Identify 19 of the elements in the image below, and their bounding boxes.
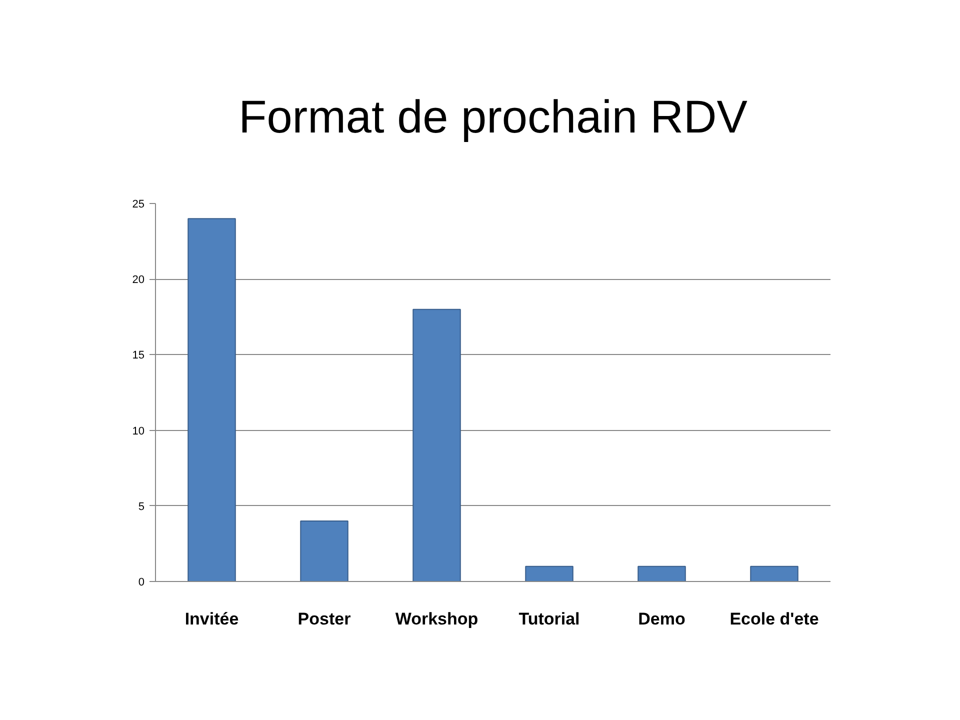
bar: [300, 520, 348, 582]
x-tick-label: Poster: [298, 610, 352, 628]
chart-title: Format de prochain RDV: [238, 90, 748, 142]
y-tick-label: 0: [138, 576, 145, 588]
y-tick-label: 5: [138, 500, 145, 513]
bar: [188, 218, 236, 582]
y-tick-label: 25: [132, 198, 145, 210]
y-tick-label: 15: [132, 350, 145, 362]
bar: [412, 308, 461, 582]
x-tick-label: Demo: [638, 610, 686, 628]
x-tick-label: Ecole d'ete: [730, 610, 819, 628]
x-tick-label: Invitée: [184, 610, 239, 628]
bar: [750, 566, 798, 582]
x-tick-label: Workshop: [395, 610, 478, 628]
x-tick-label: Tutorial: [518, 610, 580, 628]
y-tick-label: 20: [132, 274, 145, 286]
bar: [525, 566, 574, 582]
y-tick-label: 10: [132, 425, 145, 438]
bar: [638, 566, 686, 582]
